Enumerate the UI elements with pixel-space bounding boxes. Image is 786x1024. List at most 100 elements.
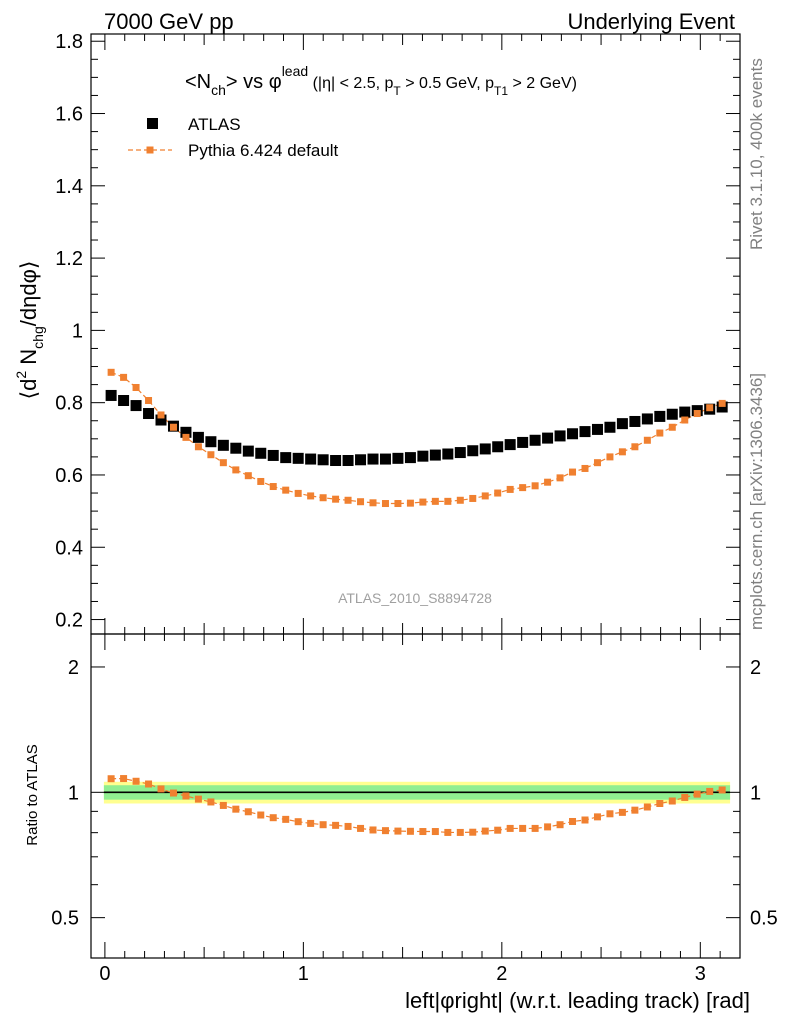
pythia-point xyxy=(132,383,140,391)
pythia-point xyxy=(107,368,115,376)
ratio-point xyxy=(332,821,340,829)
pythia-main-line xyxy=(110,371,723,505)
pythia-point xyxy=(444,497,452,505)
pythia-point xyxy=(693,410,701,418)
title-cuts-a-sub: T xyxy=(393,84,401,98)
atlas-point xyxy=(429,449,441,461)
atlas-point xyxy=(118,395,130,407)
atlas-point xyxy=(492,441,504,453)
pythia-point xyxy=(606,453,614,461)
ratio-point xyxy=(706,787,714,795)
legend-atlas-label: ATLAS xyxy=(188,115,241,134)
atlas-point xyxy=(267,449,279,461)
analysis-watermark: ATLAS_2010_S8894728 xyxy=(338,590,492,606)
atlas-point xyxy=(280,452,292,464)
pythia-point xyxy=(419,498,427,506)
pythia-point xyxy=(706,404,714,412)
pythia-point xyxy=(120,373,128,381)
ratio-point xyxy=(257,811,265,819)
ratio-point xyxy=(307,819,315,827)
pythia-point xyxy=(631,443,639,451)
main-y-tick-label: 1.8 xyxy=(55,31,83,53)
pythia-point xyxy=(145,397,153,405)
atlas-point xyxy=(180,426,192,438)
pythia-point xyxy=(194,443,202,451)
ratio-point xyxy=(107,775,115,783)
pythia-point xyxy=(469,494,477,502)
pythia-point xyxy=(569,468,577,476)
atlas-point xyxy=(529,434,541,446)
pythia-point xyxy=(519,484,527,492)
atlas-point xyxy=(255,447,267,459)
main-panel: 0.2 0.4 0.6 0.8 1 1.2 1.4 1.6 1.8 0 1 2 3 0.5 0.5 1 1 2 2 xyxy=(51,31,778,985)
title-cuts-b-sub: T1 xyxy=(494,84,508,98)
atlas-point xyxy=(392,452,404,464)
atlas-point xyxy=(554,430,566,442)
ratio-point xyxy=(544,823,552,831)
atlas-point xyxy=(417,450,429,462)
atlas-point xyxy=(467,445,479,457)
title-cuts-c: > 2 GeV) xyxy=(508,75,577,92)
pythia-point xyxy=(219,459,227,467)
x-tick-label: 0 xyxy=(99,963,110,985)
atlas-point xyxy=(205,436,217,448)
ratio-point xyxy=(394,827,402,835)
ratio-point xyxy=(718,786,726,794)
ratio-point xyxy=(593,813,601,821)
x-tick-label: 3 xyxy=(695,963,706,985)
atlas-point xyxy=(143,408,155,420)
ratio-point xyxy=(145,780,153,788)
pythia-point xyxy=(531,482,539,490)
atlas-point xyxy=(305,453,317,465)
header-left: 7000 GeV pp xyxy=(104,9,234,34)
atlas-point xyxy=(342,455,354,467)
pythia-point xyxy=(344,496,352,504)
ratio-point xyxy=(631,806,639,814)
y-label-b: N xyxy=(16,349,41,371)
ratio-point xyxy=(369,826,377,834)
pythia-point xyxy=(282,486,290,494)
pythia-point xyxy=(544,478,552,486)
atlas-point xyxy=(454,447,466,459)
pythia-point xyxy=(294,489,302,497)
pythia-point xyxy=(269,483,277,491)
pythia-point xyxy=(332,495,340,503)
ratio-point xyxy=(419,828,427,836)
ratio-points xyxy=(107,775,726,836)
main-y-tick-label: 0.2 xyxy=(55,610,83,632)
pythia-point xyxy=(406,499,414,507)
ratio-point xyxy=(381,827,389,835)
title-cuts-a: (|η| < 2.5, p xyxy=(308,75,393,92)
ratio-point xyxy=(244,808,252,816)
ratio-y-tick-label-right: 0.5 xyxy=(750,908,778,930)
atlas-point xyxy=(679,406,691,418)
ratio-point xyxy=(232,805,240,813)
ratio-point xyxy=(169,789,177,797)
ratio-point xyxy=(494,826,502,834)
ratio-y-tick-label-right: 2 xyxy=(750,657,761,679)
atlas-point xyxy=(591,423,603,435)
ratio-point xyxy=(207,798,215,806)
main-y-tick-label: 0.4 xyxy=(55,537,83,559)
atlas-point xyxy=(230,442,242,454)
pythia-point xyxy=(157,411,165,419)
main-y-tick-label: 0.6 xyxy=(55,465,83,487)
ratio-point xyxy=(581,816,589,824)
atlas-point xyxy=(317,454,329,466)
main-y-tick-label: 1 xyxy=(72,320,83,342)
pythia-point xyxy=(656,429,664,437)
atlas-point xyxy=(367,453,379,465)
atlas-point xyxy=(604,421,616,433)
ratio-point xyxy=(506,824,514,832)
atlas-point xyxy=(105,389,117,401)
axes xyxy=(91,34,740,959)
ratio-point xyxy=(569,817,577,825)
ratio-point xyxy=(469,828,477,836)
ratio-y-tick-label: 2 xyxy=(68,657,79,679)
ratio-y-axis-label: Ratio to ATLAS xyxy=(24,744,41,845)
y-label-sub: chg xyxy=(30,326,46,349)
atlas-point xyxy=(504,439,516,451)
y-label-c: /dηdφ⟩ xyxy=(16,261,41,327)
pythia-point xyxy=(668,423,676,431)
main-y-tick-label: 0.8 xyxy=(55,393,83,415)
